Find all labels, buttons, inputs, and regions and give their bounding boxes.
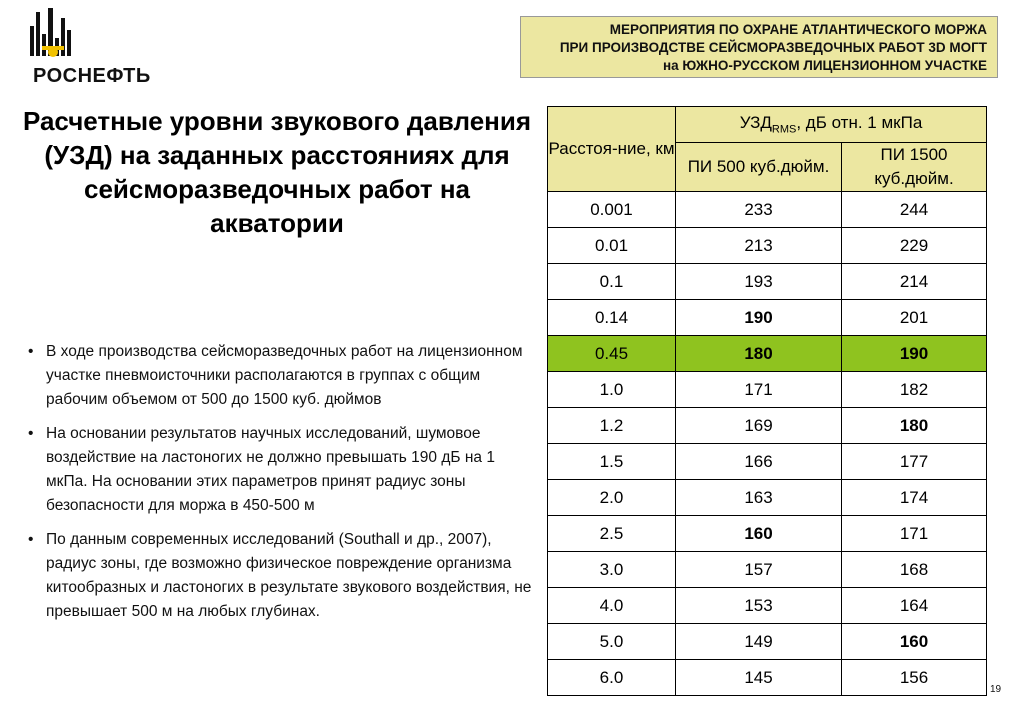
table-row: 4.0 153 164 — [547, 587, 987, 624]
pi1500-cell: 244 — [841, 191, 987, 228]
bullet-list: • В ходе производства сейсморазведочных р… — [28, 340, 538, 634]
distance-cell: 0.01 — [547, 227, 676, 264]
table-row: 3.0 157 168 — [547, 551, 987, 588]
pi1500-cell: 164 — [841, 587, 987, 624]
pi500-cell: 163 — [675, 479, 842, 516]
table-row: 0.001 233 244 — [547, 191, 987, 228]
header-line-3: на ЮЖНО-РУССКОМ ЛИЦЕНЗИОННОМ УЧАСТКЕ — [662, 58, 987, 73]
pi1500-cell: 182 — [841, 371, 987, 408]
distance-cell: 2.0 — [547, 479, 676, 516]
pi1500-cell: 214 — [841, 263, 987, 300]
distance-cell: 6.0 — [547, 659, 676, 696]
spl-table: Расстоя-ние, км УЗДRMS, дБ отн. 1 мкПа П… — [547, 106, 987, 696]
table-row: 2.5 160 171 — [547, 515, 987, 552]
distance-cell: 0.001 — [547, 191, 676, 228]
table-row: 1.5 166 177 — [547, 443, 987, 480]
pi500-cell: 171 — [675, 371, 842, 408]
header-pi1500: ПИ 1500 куб.дюйм. — [841, 142, 987, 192]
table-row: 1.2 169 180 — [547, 407, 987, 444]
distance-cell: 3.0 — [547, 551, 676, 588]
table-row: 0.01 213 229 — [547, 227, 987, 264]
table-row: 5.0 149 160 — [547, 623, 987, 660]
pi500-cell: 213 — [675, 227, 842, 264]
pi1500-cell: 177 — [841, 443, 987, 480]
pi1500-cell: 174 — [841, 479, 987, 516]
pi500-cell: 180 — [675, 335, 842, 372]
distance-cell: 4.0 — [547, 587, 676, 624]
pi500-cell: 160 — [675, 515, 842, 552]
pi500-cell: 145 — [675, 659, 842, 696]
header-pi500: ПИ 500 куб.дюйм. — [675, 142, 842, 192]
header-uzd: УЗДRMS, дБ отн. 1 мкПа — [675, 106, 987, 143]
distance-cell: 1.0 — [547, 371, 676, 408]
pi1500-cell: 229 — [841, 227, 987, 264]
bullet-item: • По данным современных исследований (Sou… — [28, 531, 532, 620]
distance-cell: 0.1 — [547, 263, 676, 300]
pi1500-cell: 160 — [841, 623, 987, 660]
table-row: 2.0 163 174 — [547, 479, 987, 516]
table-row: 0.14 190 201 — [547, 299, 987, 336]
table-row: 1.0 171 182 — [547, 371, 987, 408]
distance-cell: 0.45 — [547, 335, 676, 372]
distance-cell: 2.5 — [547, 515, 676, 552]
logo-wordmark: РОСНЕФТЬ — [33, 65, 151, 87]
bullet-item: • В ходе производства сейсморазведочных р… — [28, 343, 523, 408]
table-row: 6.0 145 156 — [547, 659, 987, 696]
pi500-cell: 193 — [675, 263, 842, 300]
pi500-cell: 169 — [675, 407, 842, 444]
distance-cell: 1.5 — [547, 443, 676, 480]
pi1500-cell: 180 — [841, 407, 987, 444]
bullet-item: • На основании результатов научных исслед… — [28, 425, 495, 514]
pi500-cell: 190 — [675, 299, 842, 336]
rosneft-logo-icon — [30, 8, 71, 57]
pi1500-cell: 201 — [841, 299, 987, 336]
pi500-cell: 149 — [675, 623, 842, 660]
distance-cell: 1.2 — [547, 407, 676, 444]
pi1500-cell: 190 — [841, 335, 987, 372]
distance-cell: 5.0 — [547, 623, 676, 660]
distance-cell: 0.14 — [547, 299, 676, 336]
pi1500-cell: 168 — [841, 551, 987, 588]
pi500-cell: 233 — [675, 191, 842, 228]
page-number: 19 — [990, 684, 1002, 695]
table-body: 0.001 233 244 0.01 213 229 0.1 193 214 0.14 190 201… — [547, 191, 987, 696]
header-line-1: МЕРОПРИЯТИЯ ПО ОХРАНЕ АТЛАНТИЧЕСКОГО МОР… — [609, 22, 987, 37]
company-logo: РОСНЕФТЬ — [14, 8, 184, 88]
page-title: Расчетные уровни звукового давления (УЗД… — [22, 106, 532, 238]
table-row: 0.45 180 190 — [547, 335, 987, 372]
pi500-cell: 157 — [675, 551, 842, 588]
header-banner: МЕРОПРИЯТИЯ ПО ОХРАНЕ АТЛАНТИЧЕСКОГО МОР… — [520, 16, 998, 78]
header-distance: Расстоя-ние, км — [547, 106, 676, 192]
header-line-2: ПРИ ПРОИЗВОДСТВЕ СЕЙСМОРАЗВЕДОЧНЫХ РАБОТ… — [559, 40, 987, 55]
table-row: 0.1 193 214 — [547, 263, 987, 300]
pi1500-cell: 156 — [841, 659, 987, 696]
pi1500-cell: 171 — [841, 515, 987, 552]
pi500-cell: 153 — [675, 587, 842, 624]
pi500-cell: 166 — [675, 443, 842, 480]
